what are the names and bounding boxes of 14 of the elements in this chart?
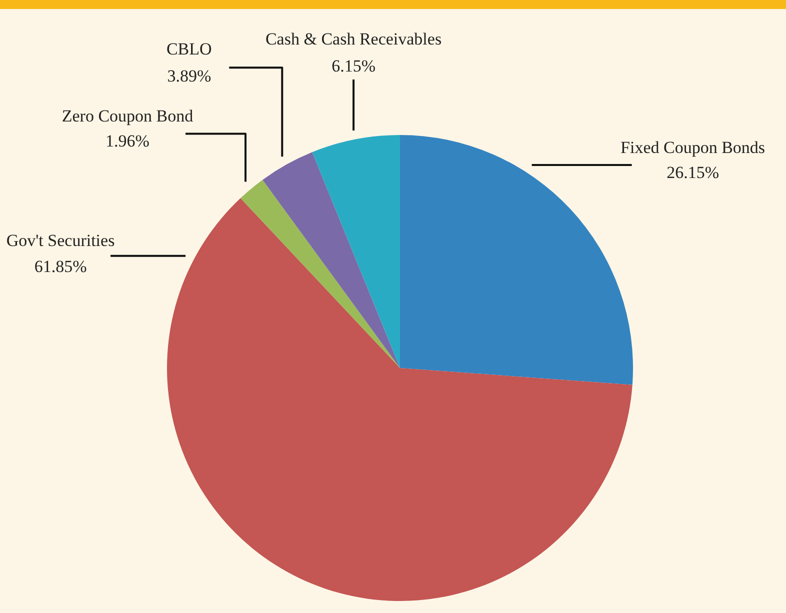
slice-label: CBLO bbox=[166, 40, 212, 59]
pie-slice bbox=[262, 152, 400, 368]
data-label: 61.85% bbox=[34, 256, 87, 276]
data-label: 6.15% bbox=[332, 56, 376, 76]
pie-slice bbox=[312, 135, 400, 368]
slice-label: Gov't Securities bbox=[6, 230, 115, 250]
slice-label: Cash & Cash Receivables bbox=[265, 30, 442, 49]
data-label: 1.96% bbox=[106, 132, 150, 151]
pie-slice bbox=[167, 198, 632, 601]
slice-label: Fixed Coupon Bonds bbox=[620, 138, 766, 158]
pie-slice bbox=[240, 180, 400, 368]
slice-label: Zero Coupon Bond bbox=[62, 106, 194, 126]
data-label: 3.89% bbox=[167, 66, 212, 86]
data-label: 26.15% bbox=[666, 163, 720, 182]
